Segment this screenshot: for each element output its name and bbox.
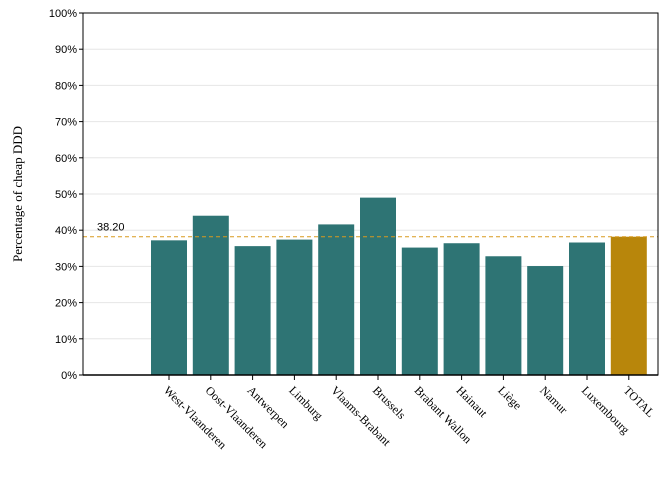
y-tick-label: 20%: [55, 298, 77, 310]
y-axis-label: Percentage of cheap DDD: [10, 126, 25, 262]
y-tick-label: 90%: [55, 44, 77, 56]
bar: [401, 247, 438, 375]
bar: [443, 243, 480, 375]
bar: [192, 215, 229, 375]
bar: [234, 246, 271, 375]
bar: [485, 256, 522, 375]
y-tick-label: 60%: [55, 153, 77, 165]
y-axis-ticks: 0% 10% 20% 30% 40% 50% 60% 70% 80% 90% 100%: [49, 8, 83, 382]
reference-line-label: 38.20: [97, 222, 125, 234]
y-tick-label: 80%: [55, 80, 77, 92]
y-tick-label: 0%: [61, 370, 77, 382]
bar: [151, 240, 187, 375]
bar: [360, 197, 396, 375]
y-tick-label: 70%: [55, 117, 77, 129]
bar: [318, 224, 355, 375]
y-tick-label: 50%: [55, 189, 77, 201]
y-tick-label: 100%: [49, 8, 77, 20]
y-tick-label: 40%: [55, 225, 77, 237]
reference-line-group: 38.20: [83, 222, 658, 238]
y-tick-label: 30%: [55, 261, 77, 273]
bar: [276, 239, 313, 375]
bar: [569, 242, 605, 375]
y-tick-label: 10%: [55, 334, 77, 346]
bars: [151, 197, 647, 375]
bar: [527, 266, 564, 375]
bar-total: [610, 236, 647, 375]
